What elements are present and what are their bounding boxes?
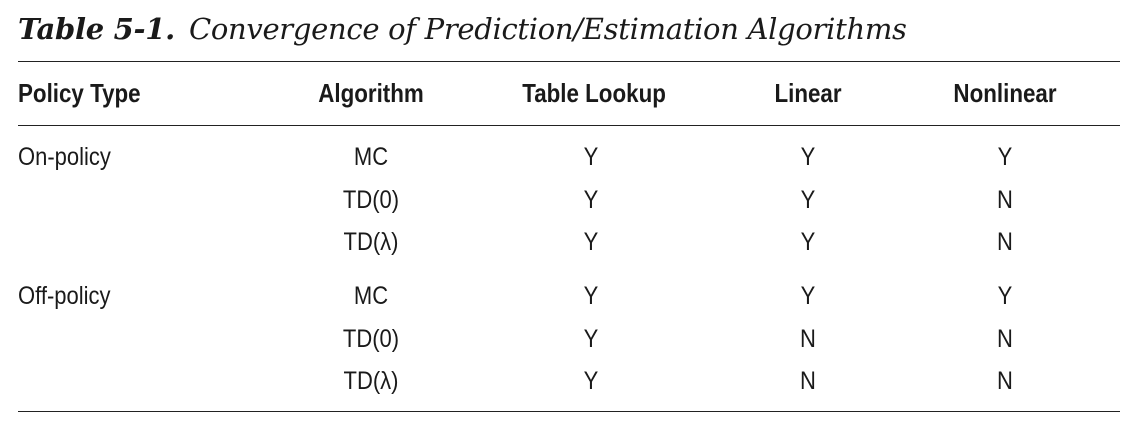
table-label: Table 5-1.: [18, 12, 175, 46]
cell-algorithm: TD(0): [342, 186, 400, 214]
header-nonlinear: Nonlinear: [953, 78, 1057, 108]
cell-table-lookup: Y: [583, 325, 599, 353]
cell-table-lookup: Y: [583, 186, 599, 214]
cell-linear: N: [800, 325, 816, 353]
cell-nonlinear: N: [997, 367, 1013, 395]
cell-nonlinear: N: [997, 228, 1013, 256]
cell-linear: N: [800, 367, 816, 395]
cell-nonlinear: Y: [997, 282, 1013, 310]
table-header-rule: [18, 125, 1120, 126]
cell-table-lookup: Y: [583, 282, 599, 310]
cell-algorithm: MC: [353, 282, 389, 310]
cell-algorithm: TD(λ): [343, 228, 399, 256]
cell-algorithm: TD(λ): [343, 367, 399, 395]
header-linear: Linear: [774, 78, 842, 108]
cell-linear: Y: [800, 186, 816, 214]
header-algorithm: Algorithm: [318, 78, 424, 108]
header-table-lookup: Table Lookup: [522, 78, 666, 108]
cell-nonlinear: N: [997, 186, 1013, 214]
cell-table-lookup: Y: [583, 143, 599, 171]
cell-nonlinear: Y: [997, 143, 1013, 171]
header-policy-type: Policy Type: [18, 78, 141, 108]
cell-algorithm: TD(0): [342, 325, 400, 353]
cell-nonlinear: N: [997, 325, 1013, 353]
cell-linear: Y: [800, 143, 816, 171]
cell-policy: On-policy: [18, 143, 111, 171]
cell-linear: Y: [800, 228, 816, 256]
cell-algorithm: MC: [353, 143, 389, 171]
cell-table-lookup: Y: [583, 228, 599, 256]
table-title: Convergence of Prediction/Estimation Alg…: [188, 12, 907, 46]
table-bottom-rule: [18, 411, 1120, 412]
convergence-table: Policy Type Algorithm Table Lookup Linea…: [18, 0, 1120, 429]
table-top-rule: [18, 61, 1120, 62]
cell-linear: Y: [800, 282, 816, 310]
table-caption: Table 5-1. Convergence of Prediction/Esti…: [18, 12, 907, 46]
cell-table-lookup: Y: [583, 367, 599, 395]
cell-policy: Off-policy: [18, 282, 111, 310]
